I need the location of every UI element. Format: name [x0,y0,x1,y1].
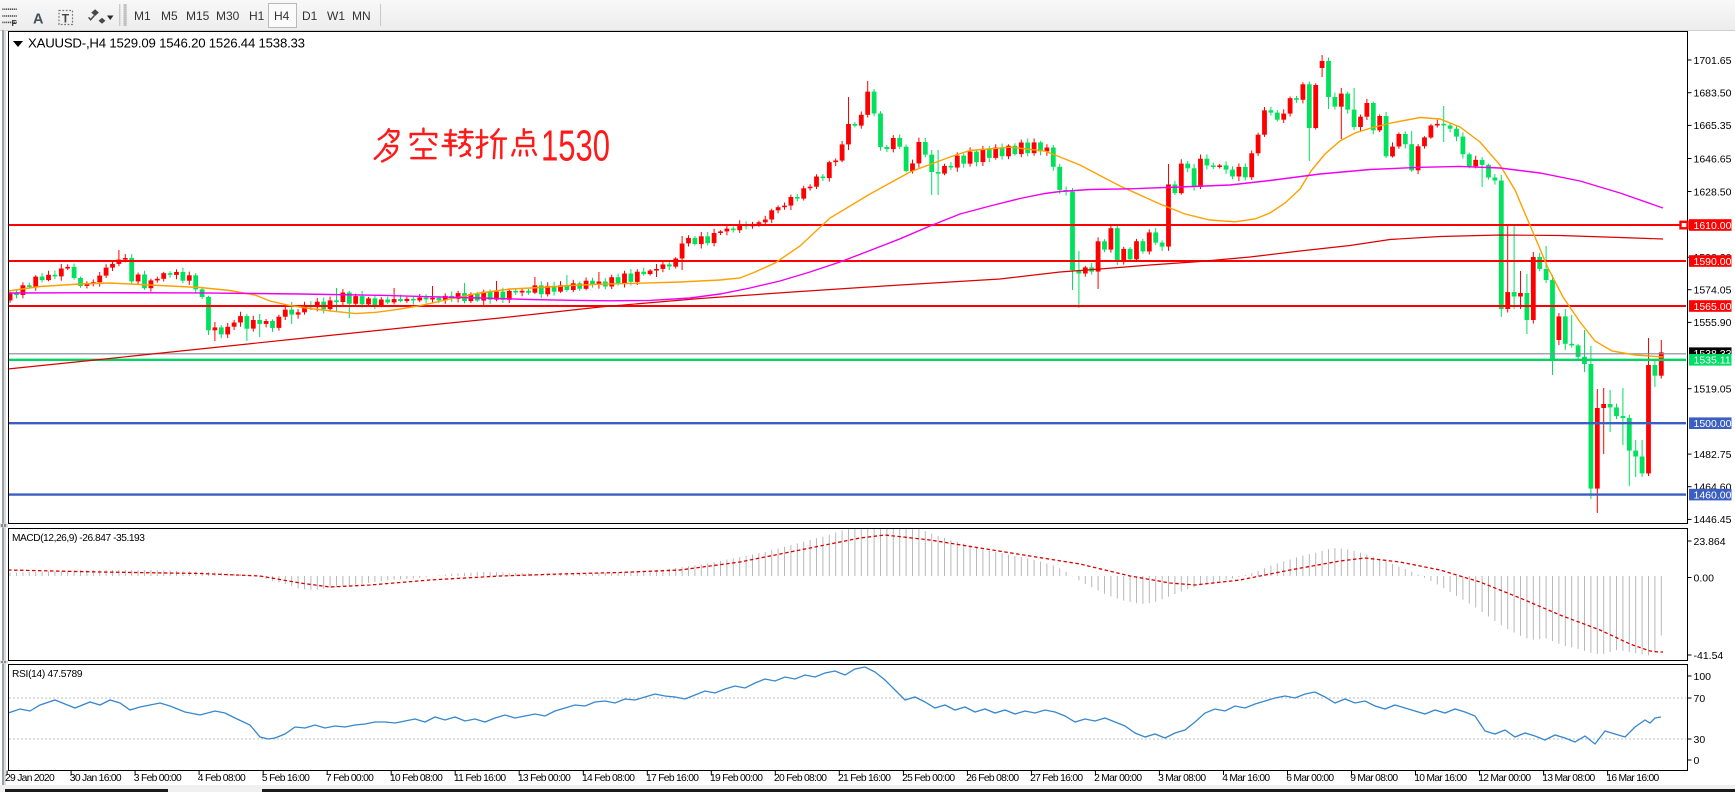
svg-text:0.00: 0.00 [1694,572,1715,584]
svg-text:XAUUSD-,H4 1529.09 1546.20 15: XAUUSD-,H4 1529.09 1546.20 1526.44 1538.… [28,36,305,51]
svg-text:27 Feb 16:00: 27 Feb 16:00 [1030,773,1083,784]
svg-text:1610.00: 1610.00 [1694,220,1732,232]
svg-text:1500.00: 1500.00 [1694,418,1732,430]
svg-text:1701.65: 1701.65 [1694,55,1732,67]
svg-text:F: F [12,18,17,28]
svg-text:M1: M1 [134,9,151,23]
svg-text:1665.35: 1665.35 [1694,120,1732,132]
svg-text:10 Mar 16:00: 10 Mar 16:00 [1414,773,1467,784]
svg-text:H4: H4 [274,9,290,23]
svg-text:26 Feb 08:00: 26 Feb 08:00 [966,773,1019,784]
svg-text:13 Mar 08:00: 13 Mar 08:00 [1542,773,1595,784]
svg-text:14 Feb 08:00: 14 Feb 08:00 [582,773,635,784]
svg-text:W1: W1 [327,9,345,23]
svg-text:1446.45: 1446.45 [1694,514,1732,526]
svg-text:13 Feb 00:00: 13 Feb 00:00 [518,773,571,784]
svg-text:M30: M30 [216,9,240,23]
svg-text:6 Mar 00:00: 6 Mar 00:00 [1286,773,1334,784]
svg-text:-41.54: -41.54 [1694,650,1724,662]
svg-text:9 Mar 08:00: 9 Mar 08:00 [1350,773,1398,784]
svg-text:1574.05: 1574.05 [1694,285,1732,297]
svg-text:21 Feb 16:00: 21 Feb 16:00 [838,773,891,784]
svg-text:MACD(12,26,9) -26.847 -35.193: MACD(12,26,9) -26.847 -35.193 [12,533,145,544]
svg-text:1530: 1530 [541,121,610,170]
svg-text:1519.05: 1519.05 [1694,384,1732,396]
svg-text:4 Mar 16:00: 4 Mar 16:00 [1222,773,1270,784]
svg-text:RSI(14) 47.5789: RSI(14) 47.5789 [12,669,83,680]
svg-text:1628.50: 1628.50 [1694,186,1732,198]
svg-text:H1: H1 [249,9,265,23]
svg-text:4 Feb 08:00: 4 Feb 08:00 [198,773,246,784]
svg-text:10 Feb 08:00: 10 Feb 08:00 [390,773,443,784]
svg-text:12 Mar 00:00: 12 Mar 00:00 [1478,773,1531,784]
svg-text:5 Feb 16:00: 5 Feb 16:00 [262,773,310,784]
svg-text:2 Mar 00:00: 2 Mar 00:00 [1094,773,1142,784]
svg-text:11 Feb 16:00: 11 Feb 16:00 [454,773,506,784]
svg-text:M15: M15 [186,9,210,23]
svg-text:7 Feb 00:00: 7 Feb 00:00 [326,773,374,784]
svg-text:1460.00: 1460.00 [1694,489,1732,501]
svg-text:1646.65: 1646.65 [1694,153,1732,165]
svg-text:25 Feb 00:00: 25 Feb 00:00 [902,773,955,784]
svg-text:100: 100 [1694,671,1712,683]
svg-text:1482.75: 1482.75 [1694,449,1732,461]
svg-text:30 Jan 16:00: 30 Jan 16:00 [70,773,122,784]
svg-text:T: T [62,12,70,26]
svg-text:19 Feb 00:00: 19 Feb 00:00 [710,773,763,784]
svg-text:D1: D1 [302,9,318,23]
svg-text:A: A [33,12,44,28]
svg-text:1565.00: 1565.00 [1694,301,1732,313]
svg-text:MN: MN [352,9,371,23]
svg-text:16 Mar 16:00: 16 Mar 16:00 [1606,773,1659,784]
svg-text:20 Feb 08:00: 20 Feb 08:00 [774,773,827,784]
svg-text:3 Mar 08:00: 3 Mar 08:00 [1158,773,1206,784]
svg-text:3 Feb 00:00: 3 Feb 00:00 [134,773,182,784]
svg-text:1555.90: 1555.90 [1694,317,1732,329]
svg-text:30: 30 [1694,734,1706,746]
svg-text:29 Jan 2020: 29 Jan 2020 [5,773,55,784]
svg-text:17 Feb 16:00: 17 Feb 16:00 [646,773,699,784]
svg-text:0: 0 [1694,755,1700,767]
svg-text:1683.50: 1683.50 [1694,88,1732,100]
svg-text:1535.11: 1535.11 [1694,355,1731,367]
svg-text:1590.00: 1590.00 [1694,256,1732,268]
svg-text:M5: M5 [161,9,178,23]
svg-text:70: 70 [1694,693,1706,705]
svg-text:23.864: 23.864 [1694,536,1726,548]
